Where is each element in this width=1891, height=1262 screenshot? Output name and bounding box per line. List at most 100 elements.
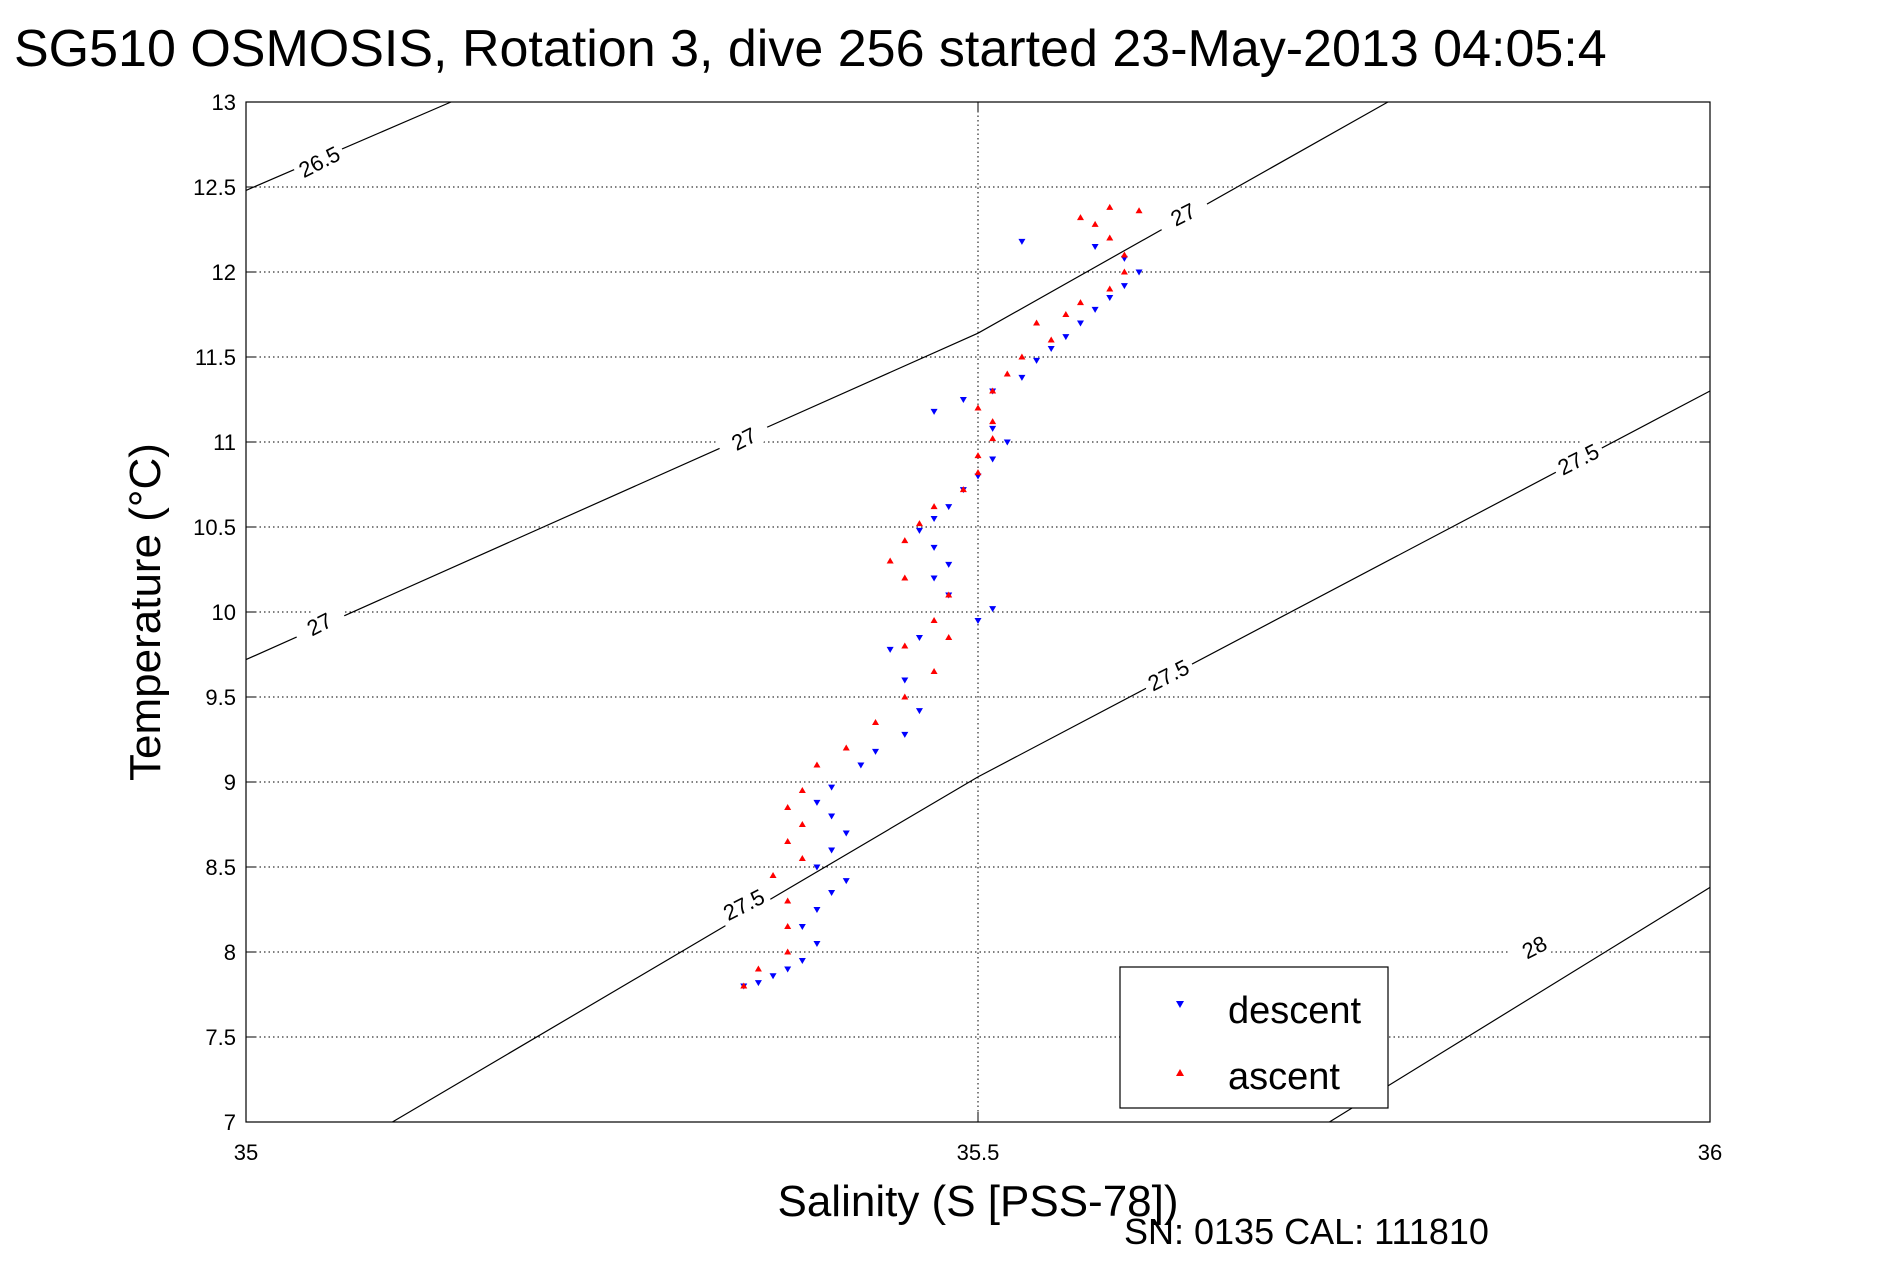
contour-line-27.5: [392, 390, 1711, 1123]
data-points: [740, 203, 1143, 990]
y-tick-label: 12.5: [193, 175, 236, 200]
y-tick-label: 8.5: [205, 855, 236, 880]
descent-point: [813, 941, 821, 947]
legend-ascent-label: ascent: [1228, 1056, 1340, 1098]
ascent-point: [872, 719, 880, 725]
descent-point: [959, 397, 967, 403]
legend-descent-label: descent: [1228, 990, 1362, 1032]
y-tick-label: 9: [224, 770, 236, 795]
legend: descent ascent: [1119, 966, 1389, 1109]
descent-point: [872, 748, 880, 755]
ascent-point: [1047, 336, 1055, 343]
ascent-point: [945, 591, 953, 598]
ascent-point: [974, 452, 982, 459]
ascent-point: [1120, 251, 1128, 258]
ascent-point: [1062, 311, 1070, 317]
x-axis-label: Salinity (S [PSS-78]): [777, 1177, 1178, 1226]
y-tick-label: 7.5: [205, 1025, 236, 1050]
descent-point: [1076, 320, 1084, 327]
ascent-point: [769, 872, 777, 878]
ascent-point: [901, 574, 909, 581]
contour-label-bg: [714, 880, 773, 927]
ascent-point: [945, 634, 953, 640]
descent-point: [1062, 334, 1070, 341]
ascent-point: [1106, 234, 1114, 241]
ascent-point: [784, 923, 792, 929]
ascent-point: [1033, 319, 1041, 326]
ascent-point: [784, 897, 792, 904]
descent-point: [930, 516, 938, 522]
y-tick-label: 9.5: [205, 685, 236, 710]
descent-point: [798, 958, 806, 964]
descent-point: [930, 575, 938, 582]
y-ticks: 7 7.5 8 8.5 9 9.5 10 10.5 11 11.5 12 12.5 13: [193, 90, 1710, 1135]
descent-point: [989, 456, 997, 463]
descent-point: [769, 973, 777, 980]
descent-point: [915, 527, 923, 534]
descent-point: [813, 799, 821, 806]
contour-label-bg: [1153, 189, 1212, 237]
ascent-point: [974, 469, 982, 476]
descent-point: [842, 878, 850, 885]
ascent-point: [1076, 214, 1084, 221]
y-tick-label: 10.5: [193, 515, 236, 540]
ascent-point: [1091, 220, 1099, 227]
contour-label-bg: [1504, 922, 1563, 970]
ascent-point: [959, 486, 967, 493]
descent-point: [915, 635, 923, 641]
serial-calibration-footer: SN: 0135 CAL: 111810: [1124, 1211, 1489, 1252]
contour-line-26.5: [245, 101, 452, 191]
legend-descent-marker: [1176, 1001, 1184, 1008]
ascent-point: [989, 418, 997, 425]
ascent-point: [784, 804, 792, 810]
contour-label-bg: [1548, 434, 1607, 482]
descent-point: [974, 618, 982, 624]
y-tick-label: 12: [212, 260, 236, 285]
contour-label-bg: [1138, 650, 1197, 698]
descent-point: [857, 762, 865, 769]
ascent-point: [989, 387, 997, 394]
y-tick-label: 8: [224, 940, 236, 965]
descent-point: [798, 924, 806, 930]
ascent-point: [974, 404, 982, 411]
descent-point: [1091, 306, 1099, 313]
descent-point: [784, 966, 792, 973]
descent-point: [754, 980, 762, 987]
descent-point: [915, 708, 923, 715]
descent-point: [1091, 244, 1099, 250]
x-tick-label: 35: [234, 1140, 258, 1165]
descent-point: [842, 830, 850, 837]
ascent-point: [740, 982, 748, 989]
y-tick-label: 11.5: [195, 345, 236, 370]
ascent-point: [1003, 370, 1011, 377]
descent-point: [813, 864, 821, 871]
ascent-point: [1106, 203, 1114, 210]
contour-line-27: [245, 101, 1389, 661]
descent-point: [1120, 283, 1128, 290]
descent-point: [901, 731, 909, 738]
descent-point: [1135, 269, 1143, 276]
descent-point: [1003, 439, 1011, 446]
descent-point: [930, 544, 938, 551]
y-tick-label: 7: [224, 1110, 236, 1135]
ascent-point: [1135, 207, 1143, 214]
ascent-point: [886, 557, 894, 564]
contour-label-bg: [289, 599, 348, 647]
descent-point: [813, 907, 821, 913]
ascent-point: [989, 435, 997, 442]
ascent-point: [901, 693, 909, 700]
descent-point: [989, 425, 997, 432]
ascent-point: [784, 838, 792, 844]
descent-point: [945, 504, 953, 511]
ascent-point: [798, 787, 806, 793]
legend-box: [1119, 966, 1389, 1109]
ascent-point: [813, 761, 821, 768]
ascent-point: [798, 821, 806, 827]
y-axis-label: Temperature (°C): [121, 443, 170, 781]
ascent-point: [842, 744, 850, 751]
ascent-point: [915, 520, 923, 527]
descent-point: [930, 408, 938, 415]
ascent-point: [930, 668, 938, 674]
descent-point: [1047, 346, 1055, 352]
descent-point: [828, 813, 836, 820]
